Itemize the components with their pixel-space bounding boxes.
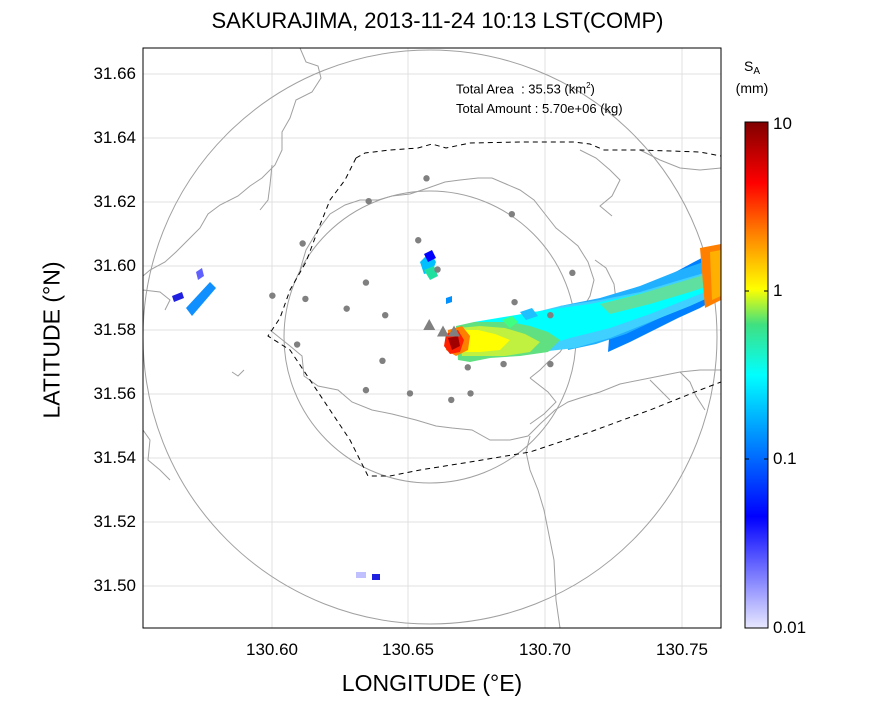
station-marker: [362, 386, 370, 394]
volcano-vent-marker: [423, 318, 436, 330]
total-area-line: Total Area : 35.53 (km2): [456, 81, 595, 97]
colorbar-tick-label: 0.01: [773, 618, 807, 637]
colorbar-tick-label: 1: [773, 281, 783, 300]
y-tick-label: 31.56: [93, 384, 136, 403]
station-marker: [382, 311, 389, 319]
y-tick-label: 31.64: [93, 128, 136, 147]
station-marker: [511, 298, 518, 306]
total-amount-value: : 5.70e+06 (kg): [534, 101, 623, 117]
colorbar-symbol: S: [743, 58, 754, 74]
x-tick-label: 130.75: [656, 640, 708, 659]
station-marker: [293, 341, 301, 348]
y-tick-label: 31.50: [93, 576, 136, 595]
y-tick-label: 31.66: [93, 64, 136, 83]
ash-plume: [172, 244, 721, 580]
range-circle-outer: [143, 49, 718, 625]
station-marker: [406, 390, 414, 397]
station-marker: [547, 311, 554, 319]
area-unit-exponent: 2: [586, 81, 591, 90]
map-title: SAKURAJIMA, 2013-11-24 10:13 LST(COMP): [211, 8, 664, 33]
station-marker: [508, 210, 516, 218]
station-marker: [299, 240, 306, 247]
colorbar-tick-label: 10: [773, 114, 792, 133]
stats-annotation: Total Area : 35.53 (km2) Total Amount : …: [456, 76, 623, 119]
station-marker: [415, 237, 422, 244]
colorbar: [744, 121, 769, 629]
x-tick-label: 130.65: [382, 640, 434, 659]
total-amount-label: Total Amount: [456, 101, 532, 117]
x-axis-label: LONGITUDE (°E): [341, 670, 523, 696]
station-marker: [269, 292, 276, 299]
station-marker: [343, 305, 350, 312]
station-marker: [423, 175, 430, 182]
y-axis-label: LATITUDE (°N): [38, 261, 65, 419]
station-marker: [365, 197, 372, 205]
station-marker: [500, 360, 507, 368]
colorbar-tick-marks: [745, 290, 768, 460]
colorbar-title: SA (mm): [727, 58, 777, 97]
y-tick-label: 31.54: [93, 448, 136, 467]
total-amount-line: Total Amount : 5.70e+06 (kg): [456, 99, 623, 119]
station-marker: [362, 279, 370, 286]
total-area-label: Total Area: [456, 81, 514, 97]
station-marker: [302, 295, 309, 303]
station-marker: [379, 357, 386, 365]
y-tick-label: 31.52: [93, 512, 136, 531]
y-tick-label: 31.58: [93, 320, 136, 339]
plot-frame: [142, 47, 722, 629]
station-markers: [269, 175, 576, 404]
y-tick-label: 31.60: [93, 256, 136, 275]
y-tick-label: 31.62: [93, 192, 136, 211]
total-area-value: : 35.53 (km: [521, 81, 587, 97]
colorbar-tick-label: 0.1: [773, 449, 797, 468]
x-tick-label: 130.60: [246, 640, 298, 659]
station-marker: [467, 390, 474, 397]
volcano-vent-marker: [448, 325, 461, 337]
colorbar-unit: (mm): [735, 80, 769, 96]
station-marker: [448, 396, 455, 404]
station-marker: [464, 364, 471, 371]
volcano-vent-markers: [423, 318, 461, 337]
station-marker: [547, 360, 554, 368]
station-marker: [434, 266, 441, 273]
station-marker: [569, 269, 576, 277]
dashed-boundary: [267, 141, 721, 477]
x-tick-label: 130.70: [519, 640, 571, 659]
volcano-vent-marker: [437, 325, 450, 337]
colorbar-symbol-subscript: A: [753, 66, 760, 77]
